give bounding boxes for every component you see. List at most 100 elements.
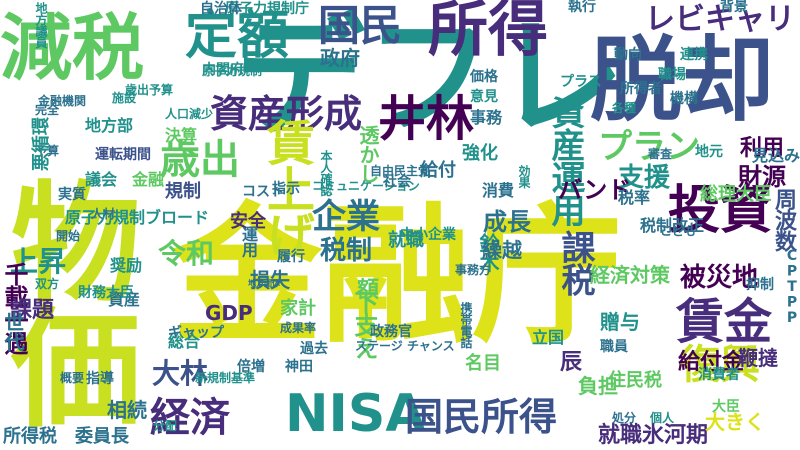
cloud-word: 新規制基準 bbox=[195, 371, 256, 385]
cloud-word: コミュニケーション bbox=[312, 179, 420, 193]
cloud-word: 過去 bbox=[300, 341, 328, 357]
cloud-word: 規制 bbox=[165, 181, 201, 202]
cloud-word: 政府 bbox=[320, 46, 360, 70]
cloud-word: CPTPP bbox=[784, 248, 800, 326]
cloud-word: 国民所得 bbox=[405, 395, 558, 439]
cloud-word: 透かし bbox=[356, 125, 380, 183]
cloud-word: 立国 bbox=[532, 328, 565, 347]
cloud-word: 自由民主党 bbox=[370, 164, 431, 178]
cloud-word: 社会 bbox=[383, 174, 411, 190]
cloud-word: 給付 bbox=[420, 160, 456, 181]
cloud-word: 審査 bbox=[648, 147, 673, 161]
cloud-word: コスト bbox=[242, 184, 284, 200]
cloud-word: 利用 bbox=[740, 136, 785, 161]
cloud-word: 職場 bbox=[658, 67, 686, 83]
cloud-word: 職員 bbox=[600, 339, 628, 355]
cloud-word: 所得税 bbox=[3, 426, 57, 447]
cloud-word: 個人 bbox=[650, 411, 675, 425]
cloud-word: 令和 bbox=[158, 237, 215, 270]
cloud-word: 周波数 bbox=[771, 188, 796, 252]
cloud-word: 損失 bbox=[250, 268, 290, 292]
cloud-word: 原子力規制 bbox=[202, 64, 263, 78]
cloud-word: 運転期間 bbox=[95, 147, 151, 163]
cloud-word: 事務方 bbox=[455, 263, 492, 277]
cloud-word: 安全 bbox=[230, 211, 266, 232]
cloud-word: 開始 bbox=[56, 229, 81, 243]
cloud-word: 投資 bbox=[668, 181, 773, 241]
cloud-word: 課税 bbox=[555, 230, 595, 296]
cloud-word: 資産 bbox=[108, 290, 141, 309]
cloud-word: 支援 bbox=[618, 163, 671, 193]
cloud-word: 消費者 bbox=[698, 367, 740, 383]
cloud-word: 負担 bbox=[578, 374, 618, 398]
cloud-word: こども bbox=[660, 224, 697, 238]
cloud-word: 就職 bbox=[388, 230, 424, 251]
cloud-word: 名目 bbox=[465, 353, 501, 374]
cloud-word: 世代 bbox=[1, 312, 25, 351]
cloud-word: 効果 bbox=[517, 165, 531, 189]
cloud-word: 減税 bbox=[0, 6, 145, 90]
cloud-word: 大きく bbox=[705, 410, 765, 434]
cloud-word: 予算 bbox=[35, 144, 60, 158]
cloud-word: 携帯電話 bbox=[459, 302, 473, 349]
cloud-word: 贈与 bbox=[600, 310, 640, 334]
cloud-word: 繰越 bbox=[482, 238, 522, 262]
cloud-word: 所得者 bbox=[620, 81, 662, 97]
cloud-word: 自治体 bbox=[200, 1, 242, 17]
cloud-word: 税率 bbox=[618, 188, 651, 207]
cloud-word: 政務官 bbox=[370, 324, 412, 340]
cloud-word: 原子力規制ブロード bbox=[65, 208, 210, 227]
cloud-word: 定額 bbox=[185, 6, 290, 66]
cloud-word: 歳出 bbox=[160, 137, 240, 183]
cloud-word: 倍増 bbox=[237, 359, 265, 375]
cloud-word: 意見 bbox=[470, 89, 498, 105]
cloud-word: 履行 bbox=[277, 249, 305, 265]
cloud-word: 議会 bbox=[85, 170, 118, 189]
cloud-word: 税制 bbox=[320, 236, 373, 266]
cloud-word: 所得 bbox=[428, 0, 548, 65]
cloud-word: 人材 bbox=[91, 207, 116, 221]
cloud-word: 課題 bbox=[10, 298, 55, 323]
cloud-word: 地方団体 bbox=[248, 279, 280, 288]
cloud-word: 地方議員 bbox=[34, 2, 48, 49]
cloud-word: 処分 bbox=[612, 411, 637, 425]
cloud-word: 各種 bbox=[612, 101, 637, 115]
cloud-word: 動向 bbox=[614, 47, 642, 63]
cloud-word: 執行 bbox=[568, 0, 596, 15]
cloud-word: 大林 bbox=[152, 357, 209, 390]
cloud-word: 消費 bbox=[482, 181, 515, 200]
cloud-word: 成長 bbox=[483, 208, 531, 236]
cloud-word: 実質 bbox=[58, 187, 86, 203]
cloud-word: 地方部 bbox=[85, 116, 134, 135]
cloud-word: 辰 bbox=[560, 350, 583, 375]
cloud-word: 経済 bbox=[150, 395, 230, 441]
cloud-word: 背景 bbox=[720, 0, 748, 15]
cloud-word: 運用 bbox=[239, 226, 258, 257]
cloud-word: プラス bbox=[560, 74, 602, 90]
cloud-word: 分配 bbox=[153, 419, 178, 433]
cloud-word: 中小企業 bbox=[400, 227, 456, 243]
cloud-word: 財源 bbox=[738, 163, 786, 191]
cloud-word: 家計 bbox=[280, 298, 316, 319]
cloud-word: 連携 bbox=[680, 47, 708, 63]
cloud-word: バンド bbox=[558, 176, 632, 204]
cloud-word: レビキャリ bbox=[645, 2, 795, 37]
cloud-word: 総合 bbox=[168, 332, 201, 351]
cloud-word: 物価 bbox=[0, 175, 141, 425]
cloud-word: 下支え bbox=[350, 290, 378, 360]
cloud-word: プラン bbox=[598, 127, 700, 167]
cloud-word: 国民 bbox=[318, 1, 403, 50]
cloud-word: 決算 bbox=[165, 126, 198, 145]
cloud-word: 金融機関 bbox=[38, 94, 87, 108]
cloud-word: 指示 bbox=[272, 181, 300, 197]
cloud-word: 事務 bbox=[470, 108, 503, 127]
cloud-word: 本人確認 bbox=[319, 150, 333, 197]
cloud-word: 財務大臣 bbox=[78, 285, 134, 301]
cloud-word: 資産運用 bbox=[545, 95, 585, 226]
cloud-word: 税制改正 bbox=[640, 216, 705, 235]
cloud-word: 鈴木 bbox=[476, 233, 500, 272]
cloud-word: 給付金 bbox=[678, 350, 745, 375]
cloud-word: 相続 bbox=[107, 398, 147, 422]
cloud-word: 指導 bbox=[86, 371, 114, 387]
